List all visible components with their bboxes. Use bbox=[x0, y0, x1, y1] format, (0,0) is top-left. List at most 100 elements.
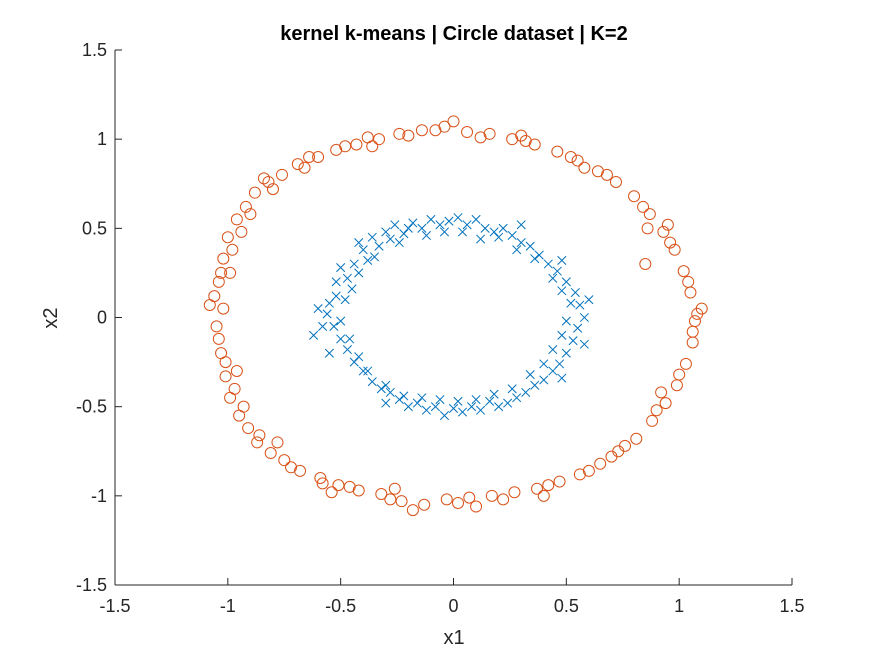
x-tick-label: 0 bbox=[448, 596, 458, 616]
data-point-x-marker bbox=[548, 366, 558, 376]
data-point-x-marker bbox=[525, 241, 535, 251]
data-point-x-marker bbox=[331, 277, 341, 287]
data-point-circle-marker bbox=[661, 218, 674, 231]
y-tick-label: -1 bbox=[91, 486, 107, 506]
chart-title: kernel k-means | Circle dataset | K=2 bbox=[280, 23, 627, 45]
data-point-x-marker bbox=[367, 232, 377, 242]
data-point-circle-marker bbox=[257, 172, 270, 185]
data-point-circle-marker bbox=[217, 252, 230, 265]
data-point-circle-marker bbox=[418, 498, 431, 511]
data-point-circle-marker bbox=[470, 500, 483, 513]
data-point-circle-marker bbox=[219, 356, 232, 369]
data-point-circle-marker bbox=[695, 302, 708, 315]
data-point-x-marker bbox=[548, 345, 558, 355]
data-point-circle-marker bbox=[266, 183, 279, 196]
data-point-x-marker bbox=[584, 295, 594, 305]
data-point-circle-marker bbox=[659, 397, 672, 410]
data-point-circle-marker bbox=[402, 129, 415, 142]
data-point-circle-marker bbox=[537, 489, 550, 502]
data-point-x-marker bbox=[521, 387, 531, 397]
data-point-x-marker bbox=[507, 230, 517, 241]
data-point-x-marker bbox=[336, 316, 346, 326]
data-point-circle-marker bbox=[582, 464, 595, 477]
data-point-circle-marker bbox=[686, 325, 699, 338]
data-point-x-marker bbox=[430, 402, 441, 412]
data-point-circle-marker bbox=[303, 151, 316, 163]
data-point-x-marker bbox=[381, 398, 391, 408]
data-point-circle-marker bbox=[235, 225, 248, 238]
data-point-circle-marker bbox=[564, 151, 577, 163]
data-point-x-marker bbox=[498, 223, 508, 233]
data-point-circle-marker bbox=[230, 213, 243, 226]
data-point-circle-marker bbox=[440, 493, 453, 506]
data-point-circle-marker bbox=[237, 400, 250, 413]
data-point-circle-marker bbox=[271, 436, 284, 449]
data-point-circle-marker bbox=[339, 140, 352, 153]
data-point-circle-marker bbox=[221, 231, 234, 244]
data-point-x-marker bbox=[566, 298, 576, 308]
data-point-x-marker bbox=[457, 227, 468, 237]
data-point-x-marker bbox=[324, 348, 334, 358]
data-point-circle-marker bbox=[224, 266, 237, 279]
data-point-circle-marker bbox=[228, 382, 241, 395]
data-point-x-marker bbox=[561, 348, 571, 358]
series-1 bbox=[309, 213, 594, 421]
data-point-x-marker bbox=[530, 254, 540, 264]
data-point-circle-marker bbox=[291, 158, 304, 171]
data-point-x-marker bbox=[525, 370, 535, 380]
data-point-x-marker bbox=[568, 336, 578, 346]
data-point-x-marker bbox=[512, 393, 522, 403]
y-tick-label: -0.5 bbox=[76, 397, 107, 417]
series-2 bbox=[203, 115, 708, 517]
data-point-x-marker bbox=[557, 373, 567, 383]
data-point-x-marker bbox=[466, 402, 477, 412]
data-point-x-marker bbox=[349, 357, 359, 367]
data-point-x-marker bbox=[435, 220, 445, 230]
data-point-x-marker bbox=[439, 411, 450, 421]
data-point-circle-marker bbox=[248, 186, 261, 199]
data-point-circle-marker bbox=[668, 243, 681, 256]
data-point-x-marker bbox=[485, 396, 495, 406]
data-point-x-marker bbox=[516, 238, 526, 248]
data-point-x-marker bbox=[570, 287, 580, 298]
data-point-circle-marker bbox=[251, 436, 264, 449]
data-point-circle-marker bbox=[393, 127, 406, 140]
data-point-x-marker bbox=[530, 380, 540, 390]
data-point-x-marker bbox=[363, 255, 373, 265]
axes: -1.5 -1 -0.5 0 0.5 1 1.5 -1.5 -1 -0.5 0 0.5 1 1.5 bbox=[76, 40, 805, 616]
data-point-x-marker bbox=[376, 384, 386, 394]
data-point-x-marker bbox=[457, 407, 468, 417]
data-point-x-marker bbox=[345, 334, 355, 344]
data-point-circle-marker bbox=[215, 266, 228, 279]
data-point-x-marker bbox=[331, 291, 341, 301]
data-point-x-marker bbox=[552, 266, 562, 276]
data-point-x-marker bbox=[421, 230, 431, 241]
data-point-circle-marker bbox=[226, 243, 239, 256]
data-point-x-marker bbox=[579, 339, 589, 349]
x-tick-label: -1 bbox=[220, 596, 236, 616]
y-axis-label: x2 bbox=[40, 307, 62, 328]
x-tick-label: -1.5 bbox=[99, 596, 130, 616]
data-point-x-marker bbox=[489, 227, 499, 237]
data-point-x-marker bbox=[503, 398, 513, 408]
x-axis-label: x1 bbox=[443, 627, 464, 649]
data-point-circle-marker bbox=[670, 379, 683, 392]
data-point-circle-marker bbox=[605, 450, 618, 463]
data-point-circle-marker bbox=[594, 457, 607, 470]
data-point-circle-marker bbox=[230, 365, 243, 377]
data-point-circle-marker bbox=[242, 422, 255, 435]
data-point-x-marker bbox=[476, 234, 486, 244]
data-point-circle-marker bbox=[664, 236, 677, 249]
data-point-circle-marker bbox=[452, 496, 465, 509]
data-point-circle-marker bbox=[275, 168, 288, 181]
data-point-circle-marker bbox=[688, 315, 701, 328]
data-point-x-marker bbox=[374, 241, 384, 251]
data-point-x-marker bbox=[539, 359, 549, 369]
data-point-x-marker bbox=[417, 393, 427, 403]
data-point-x-marker bbox=[354, 238, 364, 248]
x-tick-label: 1 bbox=[674, 596, 684, 616]
data-point-x-marker bbox=[557, 255, 567, 265]
data-point-x-marker bbox=[354, 352, 364, 362]
data-point-circle-marker bbox=[253, 429, 266, 442]
data-point-x-marker bbox=[516, 220, 526, 230]
